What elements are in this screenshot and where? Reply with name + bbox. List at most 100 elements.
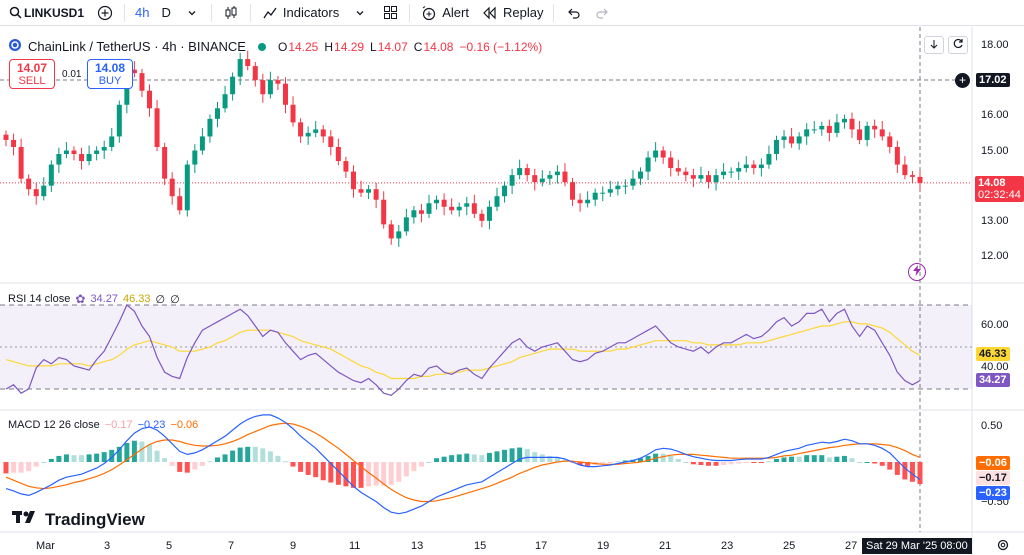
top-toolbar: LINKUSD1 4h D Indicators bbox=[0, 0, 1024, 26]
candle-body bbox=[79, 154, 85, 162]
crosshair-price-tag: 17.02 bbox=[976, 73, 1010, 87]
sell-label: SELL bbox=[18, 75, 46, 87]
symbol-logo-icon bbox=[8, 38, 22, 55]
macd-histogram-bar bbox=[705, 462, 711, 466]
chart-canvas[interactable] bbox=[0, 27, 1024, 555]
redo-button[interactable] bbox=[588, 0, 618, 26]
candle-body bbox=[328, 136, 334, 147]
macd-histogram-bar bbox=[388, 462, 394, 485]
candle-body bbox=[162, 146, 168, 179]
rsi-label[interactable]: RSI 14 close bbox=[8, 293, 71, 305]
timeframe-4h-button[interactable]: 4h bbox=[135, 5, 150, 20]
buy-button[interactable]: 14.08 BUY bbox=[87, 59, 133, 89]
time-tick: 21 bbox=[659, 540, 672, 552]
candle-body bbox=[834, 122, 840, 133]
timeframe-dropdown[interactable] bbox=[177, 0, 207, 26]
candle-body bbox=[879, 129, 885, 137]
events-lightning-button[interactable] bbox=[908, 263, 926, 281]
macd-histogram-bar bbox=[267, 451, 273, 462]
price-tick: 16.00 bbox=[981, 109, 1009, 121]
low-label: L bbox=[370, 39, 377, 54]
macd-histogram-bar bbox=[434, 458, 440, 462]
candle-body bbox=[396, 231, 402, 239]
macd-histogram-bar bbox=[464, 453, 470, 462]
gear-icon bbox=[996, 539, 1010, 555]
macd-histogram-bar bbox=[668, 455, 674, 462]
symbol-name: LINKUSD1 bbox=[24, 5, 85, 20]
candle-body bbox=[524, 168, 530, 176]
candle-body bbox=[464, 203, 470, 207]
price-tick: 13.00 bbox=[981, 215, 1009, 227]
sell-price: 14.07 bbox=[16, 61, 48, 75]
macd-histogram-bar bbox=[683, 462, 689, 463]
sell-button[interactable]: 14.07 SELL bbox=[9, 59, 55, 89]
candle-body bbox=[109, 136, 115, 147]
macd-histogram-bar bbox=[207, 461, 213, 463]
macd-histogram-bar bbox=[418, 462, 424, 467]
scroll-down-button[interactable] bbox=[924, 36, 944, 54]
candle-body bbox=[517, 168, 523, 176]
macd-histogram-bar bbox=[290, 462, 296, 467]
candle-body bbox=[373, 189, 379, 200]
replay-button[interactable]: Replay bbox=[475, 0, 549, 26]
candle-body bbox=[41, 185, 47, 197]
auto-scale-button[interactable] bbox=[948, 36, 968, 54]
chart-title[interactable]: ChainLink / TetherUS · 4h · BINANCE bbox=[28, 39, 246, 54]
candle-body bbox=[48, 164, 54, 186]
macd-label[interactable]: MACD 12 26 close bbox=[8, 419, 100, 431]
timeframe-d-button[interactable]: D bbox=[161, 5, 171, 20]
macd-histogram-bar bbox=[456, 454, 462, 462]
compare-symbol-button[interactable] bbox=[90, 0, 120, 26]
time-tick: 11 bbox=[349, 540, 361, 552]
layouts-button[interactable] bbox=[375, 0, 405, 26]
undo-button[interactable] bbox=[558, 0, 588, 26]
macd-histogram-bar bbox=[675, 458, 681, 462]
macd-histogram-bar bbox=[819, 455, 825, 462]
alert-button[interactable]: Alert bbox=[414, 0, 475, 26]
divider bbox=[553, 3, 555, 22]
candle-body bbox=[773, 139, 779, 155]
macd-histogram-bar bbox=[101, 452, 107, 462]
candle-body bbox=[441, 199, 447, 207]
candle-body bbox=[872, 125, 878, 130]
candle-body bbox=[894, 146, 900, 165]
candle-body bbox=[630, 178, 636, 186]
macd-histogram-bar bbox=[86, 454, 92, 462]
macd-histogram-bar bbox=[11, 462, 17, 473]
indicators-label: Indicators bbox=[282, 5, 340, 20]
low-value: 14.07 bbox=[377, 39, 408, 54]
macd-histogram-bar bbox=[162, 458, 168, 462]
indicators-button[interactable]: Indicators bbox=[255, 0, 345, 26]
macd-histogram-bar bbox=[804, 455, 810, 462]
chevron-down-icon bbox=[351, 4, 369, 22]
replay-label: Replay bbox=[502, 5, 544, 20]
candle-body bbox=[456, 206, 462, 211]
candle-body bbox=[917, 176, 923, 183]
macd-histogram-bar bbox=[758, 462, 764, 463]
macd-histogram-bar bbox=[857, 462, 863, 463]
indicator-templates-button[interactable] bbox=[345, 0, 375, 26]
candle-body bbox=[766, 154, 772, 165]
candle-body bbox=[668, 157, 674, 169]
settings-swirl-icon[interactable]: ✿ bbox=[75, 292, 86, 306]
candle-body bbox=[690, 175, 696, 179]
price-tick: 18.00 bbox=[981, 39, 1009, 51]
macd-hist-tag: −0.17 bbox=[976, 471, 1010, 485]
time-tick: 5 bbox=[166, 540, 173, 552]
macd-histogram-bar bbox=[841, 455, 847, 462]
add-alert-plus-button[interactable]: + bbox=[955, 73, 970, 88]
candle-body bbox=[298, 122, 304, 137]
macd-histogram-bar bbox=[872, 462, 878, 464]
chart-settings-button[interactable] bbox=[996, 538, 1010, 555]
divider bbox=[409, 3, 411, 22]
macd-line-value: −0.23 bbox=[137, 419, 166, 431]
chart-type-button[interactable] bbox=[216, 0, 246, 26]
candle-body bbox=[819, 125, 825, 130]
symbol-search[interactable]: LINKUSD1 bbox=[0, 0, 90, 26]
macd-histogram-bar bbox=[79, 455, 85, 462]
tradingview-logo[interactable]: TradingView bbox=[12, 509, 145, 530]
time-tick: 23 bbox=[721, 540, 734, 552]
macd-histogram-bar bbox=[343, 462, 349, 487]
candle-body bbox=[600, 192, 606, 194]
macd-histogram-bar bbox=[607, 462, 613, 463]
